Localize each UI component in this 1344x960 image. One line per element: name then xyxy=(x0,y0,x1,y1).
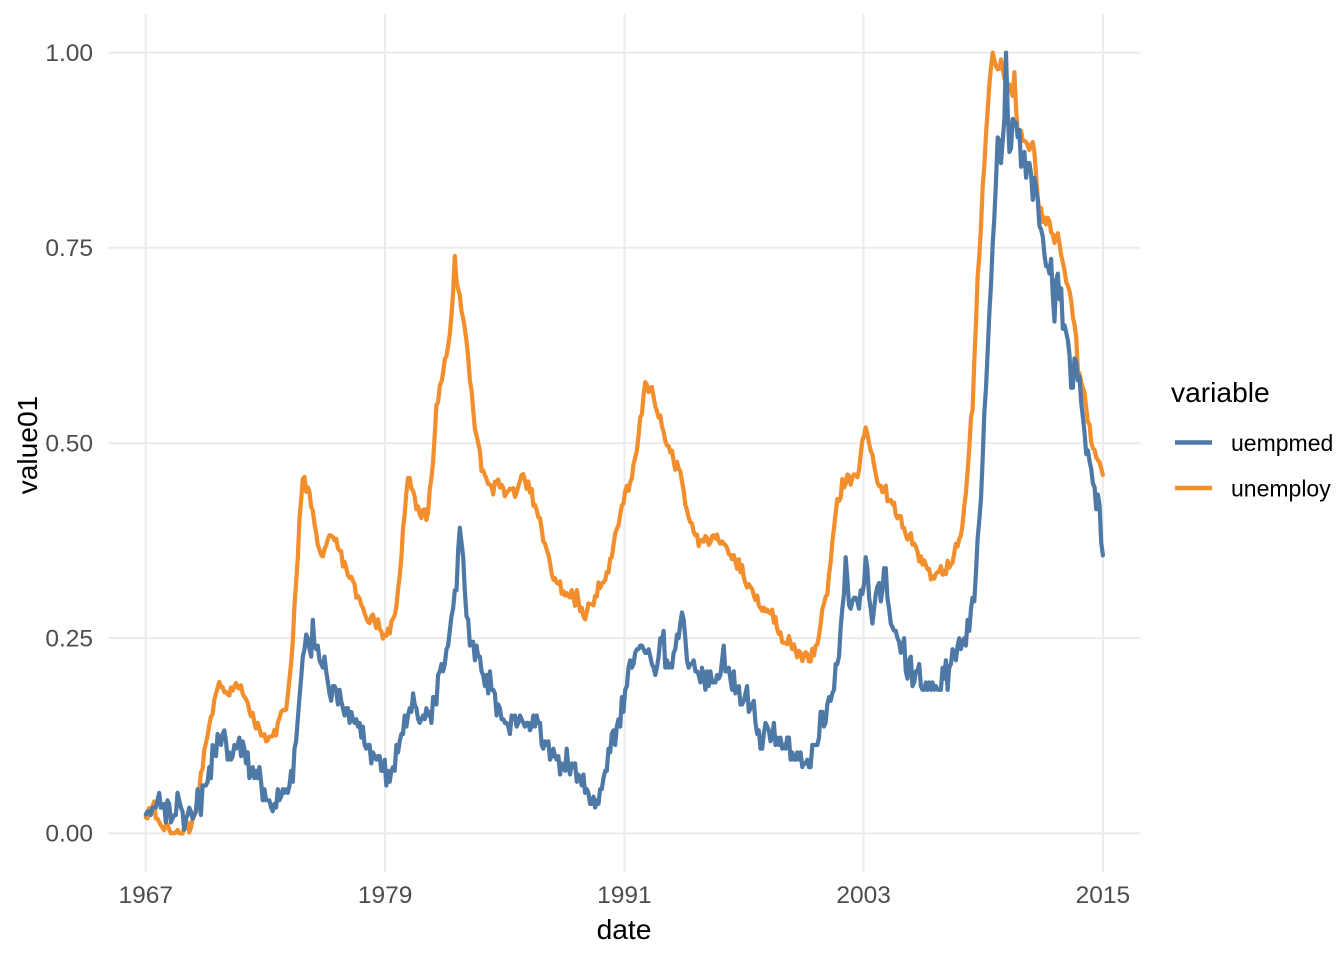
svg-text:1979: 1979 xyxy=(358,882,413,909)
svg-text:1967: 1967 xyxy=(119,882,174,909)
svg-text:uempmed: uempmed xyxy=(1231,430,1333,456)
svg-text:variable: variable xyxy=(1171,376,1270,408)
svg-text:0.00: 0.00 xyxy=(45,821,93,848)
svg-text:unemploy: unemploy xyxy=(1231,476,1331,502)
svg-text:1991: 1991 xyxy=(597,882,652,909)
svg-text:date: date xyxy=(597,913,652,945)
svg-text:2003: 2003 xyxy=(836,882,891,909)
svg-text:1.00: 1.00 xyxy=(45,40,93,67)
svg-text:0.50: 0.50 xyxy=(45,431,93,458)
svg-text:value01: value01 xyxy=(11,396,43,495)
svg-text:2015: 2015 xyxy=(1076,882,1131,909)
svg-text:0.25: 0.25 xyxy=(45,625,93,652)
svg-text:0.75: 0.75 xyxy=(45,235,93,262)
